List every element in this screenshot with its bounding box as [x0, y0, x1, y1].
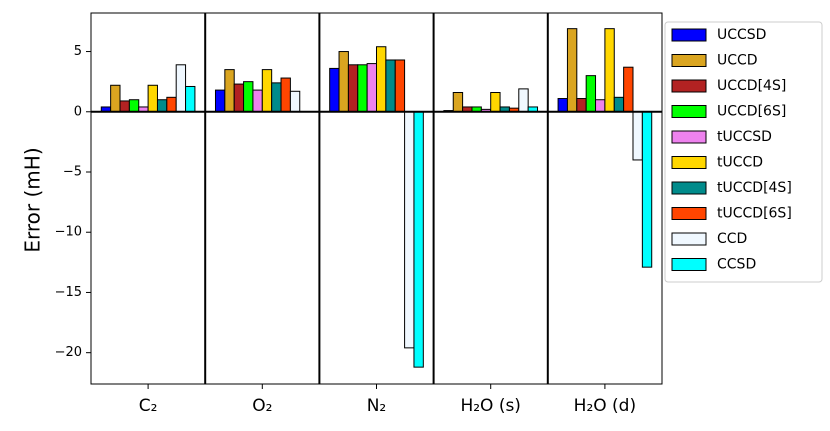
bar [185, 85, 196, 113]
x-tick-label: C₂ [139, 396, 158, 416]
bar [147, 84, 158, 113]
bar [110, 84, 121, 113]
legend-label: UCCSD [717, 27, 766, 43]
bar [394, 59, 406, 113]
legend-label: CCSD [717, 257, 756, 273]
legend-swatch [671, 79, 707, 93]
bar [585, 75, 597, 113]
y-tick-label: 0 [74, 104, 82, 119]
bar [214, 89, 226, 113]
bar [119, 100, 130, 113]
y-tick-label: −20 [55, 345, 82, 360]
legend-swatch [671, 156, 707, 169]
legend-label: tUCCD[4S] [717, 180, 792, 196]
bar [329, 67, 340, 113]
bar [385, 59, 396, 113]
y-tick-label: −15 [55, 285, 82, 300]
legend-swatch [671, 130, 707, 144]
bar [156, 99, 168, 113]
bar [347, 64, 359, 113]
legend-swatch [671, 232, 707, 246]
bar [566, 28, 578, 113]
bar [404, 111, 415, 349]
legend-swatch [671, 105, 707, 118]
bar [175, 64, 187, 113]
bar [338, 51, 349, 113]
y-tick-label: 5 [74, 44, 82, 59]
bar [576, 98, 587, 113]
bar [604, 28, 615, 113]
bar [366, 63, 377, 113]
bar [623, 66, 634, 113]
bar [271, 82, 282, 113]
x-tick-label: N₂ [367, 396, 387, 416]
bar [518, 88, 529, 113]
bar [632, 111, 643, 161]
bar [595, 99, 606, 113]
legend-label: tUCCD [717, 155, 763, 171]
bar [490, 92, 501, 113]
bar [243, 81, 254, 113]
y-tick-label: −5 [63, 165, 82, 180]
y-axis-label: Error (mH) [21, 147, 45, 252]
legend-label: tUCCD[6S] [717, 206, 792, 222]
bar [166, 96, 177, 113]
x-tick-label: H₂O (s) [460, 396, 521, 416]
bar [452, 92, 464, 113]
bar [413, 111, 424, 368]
legend-label: UCCD[6S] [717, 104, 786, 120]
x-tick-label: O₂ [252, 396, 272, 416]
bar [557, 98, 568, 113]
legend-label: UCCD [717, 53, 758, 69]
plot-frame [90, 12, 663, 385]
legend-swatch [671, 181, 707, 195]
bar [224, 69, 235, 113]
legend-label: UCCD[4S] [717, 78, 786, 94]
y-tick-label: −10 [55, 225, 82, 240]
bar [261, 69, 273, 113]
legend-label: tUCCSD [717, 129, 772, 145]
legend-label: CCD [717, 231, 747, 247]
x-tick-label: H₂O (d) [574, 396, 636, 416]
bar [128, 99, 140, 113]
legend-swatch [671, 28, 707, 42]
bar [252, 89, 263, 113]
bar [280, 77, 291, 113]
legend-swatch [671, 258, 707, 271]
bar [641, 111, 653, 268]
legend-swatch [671, 54, 707, 67]
bar [233, 83, 245, 113]
legend-swatch [671, 207, 707, 220]
bar [357, 64, 368, 113]
bar [613, 96, 625, 113]
bar [289, 90, 301, 113]
bar [376, 46, 387, 113]
